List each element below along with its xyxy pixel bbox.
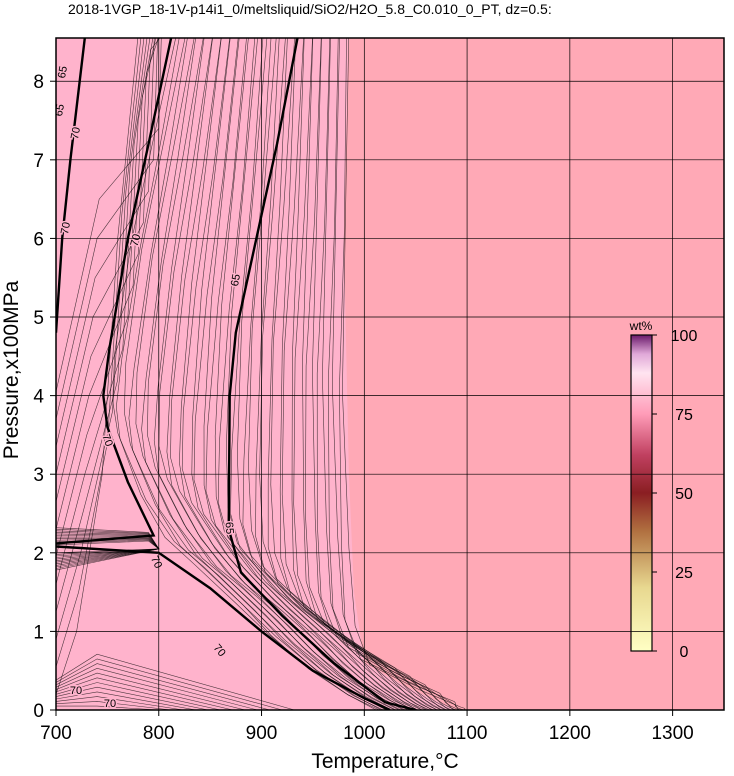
thin-contour [56, 38, 142, 667]
x-tick-label: 1200 [549, 723, 591, 744]
contour-label: 70 [59, 221, 73, 235]
thin-contour [56, 696, 184, 710]
bold-contour [227, 38, 416, 710]
thin-contour [316, 38, 457, 710]
colorbar [630, 334, 653, 652]
y-tick-label: 8 [33, 72, 44, 93]
y-tick-label: 4 [33, 387, 44, 408]
thin-contour [56, 701, 172, 710]
contour-label: 65 [53, 103, 67, 117]
thin-contour [56, 653, 295, 710]
thin-contour [153, 38, 392, 710]
thin-contour [56, 686, 209, 710]
y-axis-label: Pressure,x100MPa [0, 280, 23, 459]
thin-contour [327, 38, 461, 710]
thin-contour [255, 38, 430, 710]
thin-contour [302, 38, 446, 710]
y-tick-label: 0 [33, 701, 44, 722]
contour-label: 70 [104, 698, 116, 710]
x-axis-label: Temperature,°C [311, 750, 458, 773]
thin-contour [166, 38, 396, 710]
y-tick-label: 1 [33, 622, 44, 643]
thin-contour [56, 672, 246, 710]
thin-contour [147, 38, 392, 710]
contour-label: 65 [222, 521, 235, 534]
colorbar-title: wt% [629, 319, 653, 333]
thin-contour [56, 38, 157, 530]
x-tick-label: 700 [40, 723, 72, 744]
y-tick-label: 5 [33, 308, 44, 329]
thin-contour [236, 38, 423, 710]
x-tick-label: 1000 [343, 723, 385, 744]
field-light [56, 38, 457, 710]
thin-contour [331, 38, 459, 710]
thin-contour [56, 527, 160, 571]
thin-contour [56, 663, 270, 710]
thin-contour [56, 38, 151, 585]
thin-contour [56, 682, 221, 710]
thin-contour [56, 677, 233, 710]
x-tick-label: 800 [143, 723, 175, 744]
contour-label: 70 [129, 233, 144, 248]
thin-contour [56, 38, 148, 612]
contour-label: 65 [229, 273, 243, 287]
thin-contour [128, 38, 384, 710]
thin-contour [56, 658, 283, 710]
y-tick-label: 2 [33, 544, 44, 565]
thin-contour [293, 38, 447, 710]
thin-contour [56, 667, 258, 710]
thin-contour [56, 705, 159, 710]
contour-label: 70 [99, 433, 114, 449]
colorbar-tick-label: 50 [675, 486, 693, 503]
thin-contour [291, 38, 442, 710]
contour-label: 70 [69, 126, 83, 140]
thin-contour [56, 38, 145, 640]
x-tick-label: 1300 [651, 723, 693, 744]
thin-contour [56, 38, 155, 447]
thin-contour [242, 38, 427, 710]
x-tick-label: 900 [246, 723, 278, 744]
thin-contour [56, 38, 161, 475]
y-tick-label: 7 [33, 151, 44, 172]
thin-contour [342, 38, 466, 710]
y-tick-label: 3 [33, 465, 44, 486]
chart-title: 2018-1VGP_18-1V-p14i1_0/meltsliquid/SiO2… [68, 1, 552, 17]
thin-contour [225, 38, 418, 710]
thin-contour [230, 38, 423, 710]
thin-contour [56, 691, 196, 710]
thin-contour [214, 38, 413, 710]
contour-label: 65 [56, 65, 70, 79]
thin-contour [270, 38, 438, 710]
thin-contour [179, 38, 400, 710]
colorbar-tick-label: 25 [675, 565, 693, 582]
thin-contour [135, 38, 387, 710]
thin-contour [279, 38, 438, 710]
colorbar-tick-label: 75 [675, 407, 693, 424]
colorbar-tick-label: 0 [680, 644, 689, 661]
y-tick-label: 6 [33, 229, 44, 250]
thin-contour [312, 38, 450, 710]
contour-label: 70 [70, 685, 82, 697]
bold-contour [56, 38, 86, 333]
x-tick-label: 1100 [447, 723, 488, 744]
thin-contour [56, 38, 159, 502]
thin-contour [339, 38, 465, 710]
thin-contour [305, 38, 452, 710]
thin-contour [217, 38, 419, 710]
colorbar-tick-label: 100 [671, 328, 698, 345]
